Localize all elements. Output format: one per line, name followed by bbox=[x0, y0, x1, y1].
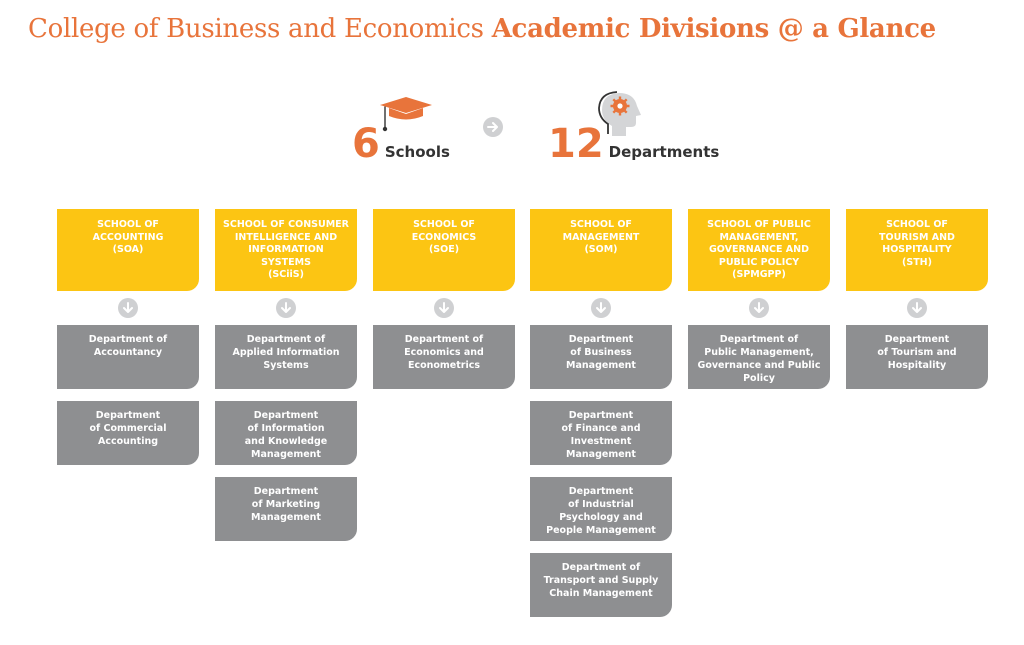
department-transport-supply-chain: Department of Transport and Supply Chain… bbox=[530, 553, 672, 617]
arrow-down-icon bbox=[749, 298, 769, 318]
school-public-management: SCHOOL OF PUBLIC MANAGEMENT, GOVERNANCE … bbox=[688, 209, 830, 291]
arrow-right-icon bbox=[483, 117, 503, 137]
page-title: College of Business and Economics Academ… bbox=[28, 14, 936, 44]
schools-count: 6 Schools bbox=[352, 124, 450, 164]
department-applied-information-systems: Department of Applied Information System… bbox=[215, 325, 357, 389]
arrow-down-icon bbox=[434, 298, 454, 318]
department-commercial-accounting: Department of Commercial Accounting bbox=[57, 401, 199, 465]
department-accountancy: Department of Accountancy bbox=[57, 325, 199, 389]
arrow-down-icon bbox=[591, 298, 611, 318]
departments-count: 12 Departments bbox=[548, 124, 719, 164]
schools-number: 6 bbox=[352, 121, 380, 167]
department-economics-econometrics: Department of Economics and Econometrics bbox=[373, 325, 515, 389]
department-finance-investment-management: Department of Finance and Investment Man… bbox=[530, 401, 672, 465]
school-management: SCHOOL OF MANAGEMENT (SOM) bbox=[530, 209, 672, 291]
departments-label: Departments bbox=[608, 143, 720, 161]
department-public-management: Department of Public Management, Governa… bbox=[688, 325, 830, 389]
title-divisions: Academic Divisions @ a Glance bbox=[491, 14, 936, 44]
title-college: College of Business and Economics bbox=[28, 14, 484, 44]
department-business-management: Department of Business Management bbox=[530, 325, 672, 389]
graduation-cap-icon bbox=[380, 97, 432, 132]
school-economics: SCHOOL OF ECONOMICS (SOE) bbox=[373, 209, 515, 291]
arrow-down-icon bbox=[118, 298, 138, 318]
department-information-knowledge-management: Department of Information and Knowledge … bbox=[215, 401, 357, 465]
school-tourism-hospitality: SCHOOL OF TOURISM AND HOSPITALITY (STH) bbox=[846, 209, 988, 291]
arrow-down-icon bbox=[276, 298, 296, 318]
departments-number: 12 bbox=[548, 121, 604, 167]
department-tourism-hospitality: Department of Tourism and Hospitality bbox=[846, 325, 988, 389]
school-accounting: SCHOOL OF ACCOUNTING (SOA) bbox=[57, 209, 199, 291]
schools-label: Schools bbox=[384, 143, 450, 161]
department-industrial-psychology: Department of Industrial Psychology and … bbox=[530, 477, 672, 541]
department-marketing-management: Department of Marketing Management bbox=[215, 477, 357, 541]
school-consumer-intelligence: SCHOOL OF CONSUMER INTELLIGENCE AND INFO… bbox=[215, 209, 357, 291]
arrow-down-icon bbox=[907, 298, 927, 318]
head-gear-icon bbox=[598, 91, 641, 136]
